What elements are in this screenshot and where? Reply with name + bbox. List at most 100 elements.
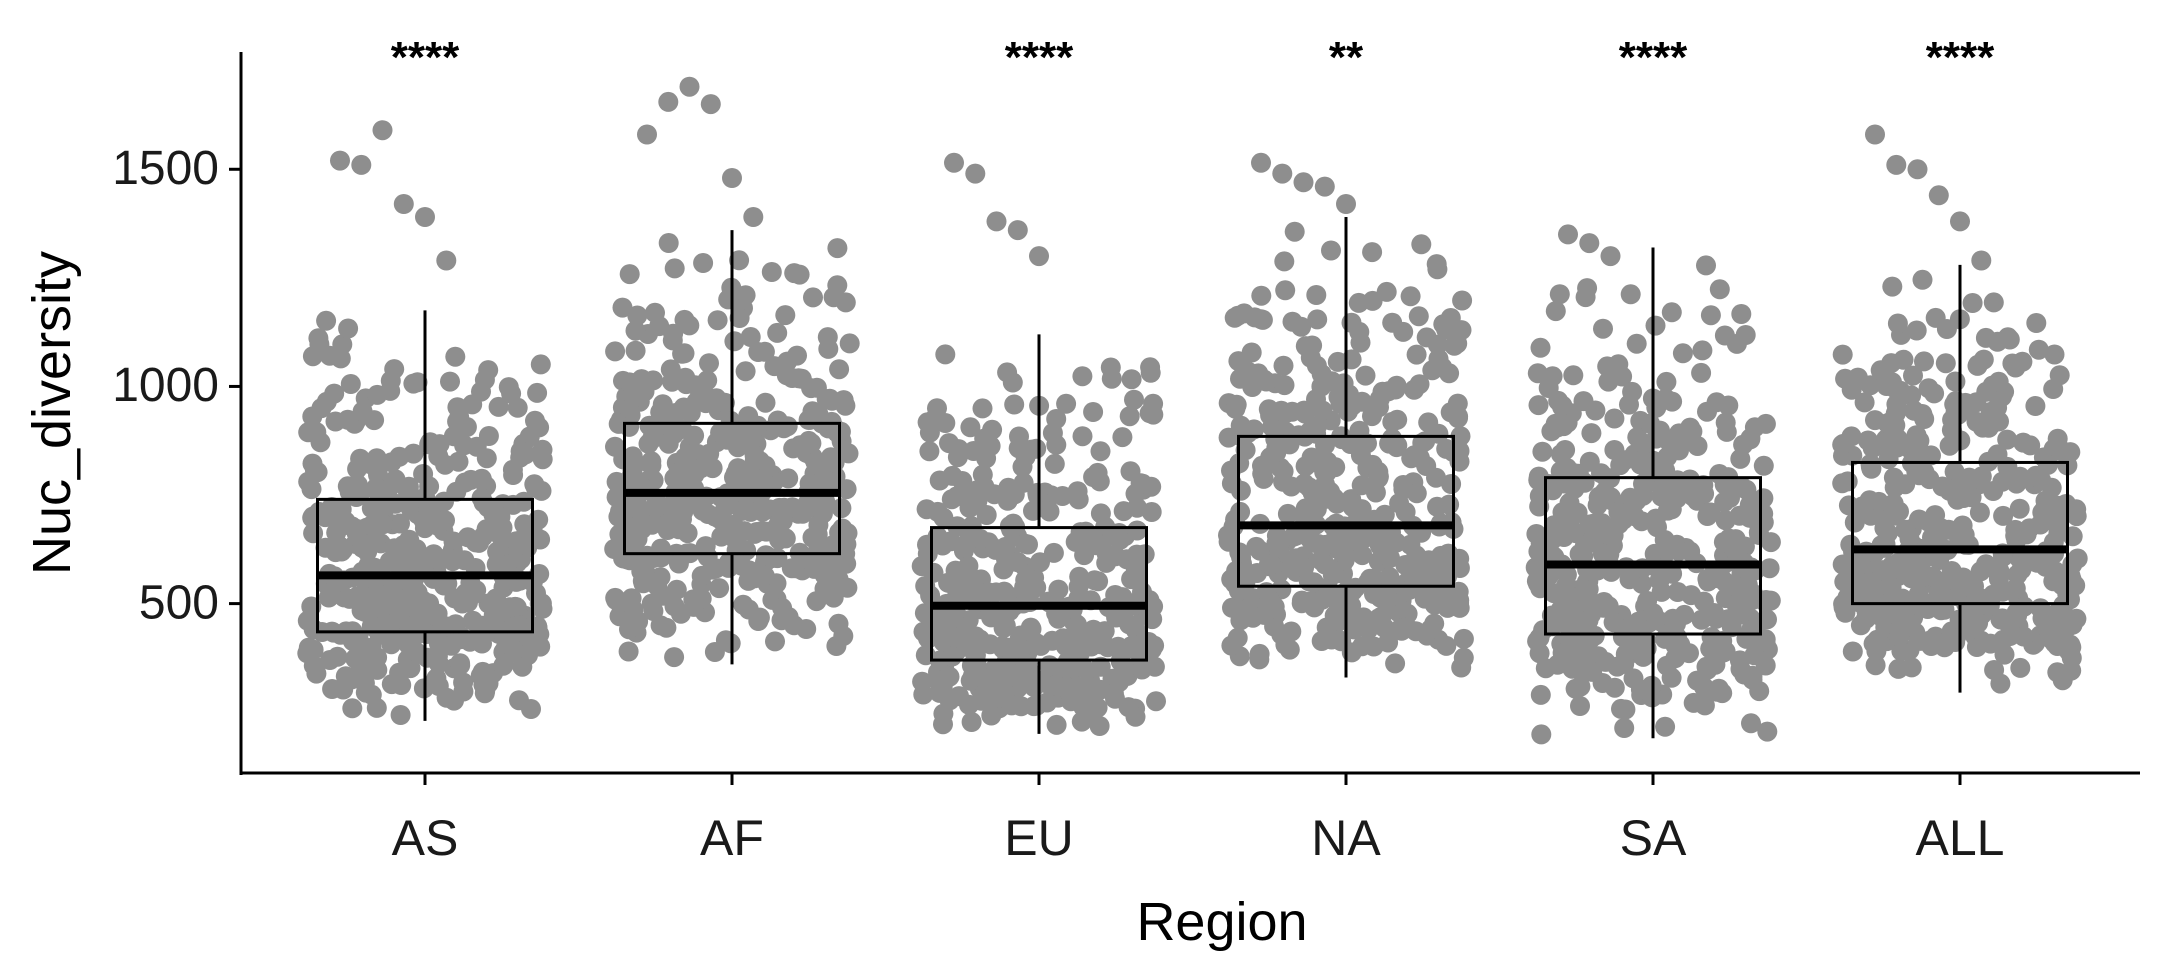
data-point	[796, 619, 817, 639]
data-point	[1295, 498, 1316, 519]
data-point	[1323, 560, 1344, 581]
data-point	[488, 396, 509, 417]
data-point	[1324, 488, 1345, 509]
data-point	[775, 305, 796, 326]
data-point	[438, 548, 459, 569]
data-point	[944, 627, 965, 648]
data-point	[754, 565, 775, 586]
data-point	[1832, 344, 1853, 365]
data-point	[339, 588, 360, 609]
data-point	[1101, 368, 1122, 389]
data-point	[1314, 462, 1335, 483]
data-point	[1090, 441, 1111, 462]
data-point	[346, 522, 367, 543]
data-point	[1549, 284, 1570, 305]
data-point	[529, 564, 550, 584]
outlier-point	[722, 168, 742, 188]
data-point	[1622, 381, 1643, 402]
data-point	[2028, 339, 2049, 360]
data-point	[976, 448, 997, 469]
data-point	[1252, 463, 1273, 484]
data-point	[933, 714, 953, 735]
significance-NA: **	[1329, 33, 1364, 82]
data-point	[1992, 608, 2013, 629]
data-point	[525, 477, 546, 498]
data-point	[1962, 293, 1983, 313]
data-point	[961, 712, 982, 732]
data-point	[1411, 234, 1432, 255]
data-point	[932, 535, 953, 556]
data-point	[338, 318, 359, 339]
data-point	[1599, 544, 1620, 565]
data-point	[1362, 406, 1382, 427]
data-point	[1741, 713, 1761, 734]
outlier-point	[1886, 154, 1907, 175]
data-point	[1859, 490, 1880, 511]
data-point	[664, 647, 685, 668]
data-point	[1277, 503, 1298, 524]
data-point	[298, 637, 319, 658]
box-iqr	[316, 497, 534, 634]
data-point	[664, 258, 685, 279]
data-point	[817, 327, 838, 348]
data-point	[799, 409, 820, 430]
data-point	[413, 510, 434, 530]
data-point	[1416, 552, 1436, 573]
data-point	[734, 521, 755, 542]
data-point	[2043, 379, 2064, 399]
data-point	[471, 468, 492, 489]
data-point	[1657, 447, 1678, 468]
data-point	[684, 425, 705, 446]
data-point	[912, 671, 933, 692]
significance-ALL: ****	[1926, 33, 1995, 82]
data-point	[1909, 509, 1929, 530]
data-point	[1426, 467, 1446, 488]
data-point	[1727, 545, 1748, 566]
data-point	[1120, 461, 1141, 482]
data-point	[530, 354, 551, 375]
data-point	[1056, 393, 1077, 414]
outlier-point	[1007, 220, 1028, 241]
outlier-point	[965, 163, 986, 184]
data-point	[2020, 435, 2041, 456]
box-iqr	[930, 526, 1148, 662]
data-point	[1709, 279, 1730, 300]
data-point	[981, 705, 1002, 726]
data-point	[1884, 477, 1905, 498]
data-point	[1720, 487, 1740, 508]
data-point	[668, 462, 689, 483]
data-point	[1021, 439, 1042, 460]
data-point	[939, 690, 960, 711]
data-point	[1888, 600, 1909, 621]
data-point	[521, 699, 541, 719]
data-point	[1360, 568, 1380, 589]
data-point	[1274, 251, 1295, 272]
x-tick-label-AF: AF	[700, 810, 764, 866]
data-point	[1385, 653, 1406, 674]
data-point	[1138, 605, 1159, 626]
outlier-point	[393, 194, 414, 214]
data-point	[927, 670, 948, 691]
data-point	[1258, 399, 1279, 420]
data-point	[935, 413, 956, 433]
data-point	[1620, 284, 1641, 305]
data-point	[1315, 534, 1336, 555]
data-point	[1937, 569, 1958, 590]
data-point	[1408, 306, 1429, 327]
data-point	[1057, 651, 1078, 672]
data-point	[1844, 564, 1865, 585]
data-point	[1844, 512, 1865, 533]
data-point	[691, 588, 712, 609]
data-point	[1858, 430, 1878, 451]
data-point	[1069, 566, 1090, 587]
data-point	[1433, 314, 1454, 335]
data-point	[1291, 316, 1312, 337]
data-point	[1355, 365, 1376, 386]
data-point	[1976, 381, 1997, 402]
data-point	[1964, 576, 1984, 597]
data-point	[1842, 641, 1863, 662]
data-point	[1533, 620, 1554, 641]
data-point	[2005, 357, 2026, 378]
data-point	[1938, 519, 1959, 540]
box-SA	[1544, 247, 1762, 739]
